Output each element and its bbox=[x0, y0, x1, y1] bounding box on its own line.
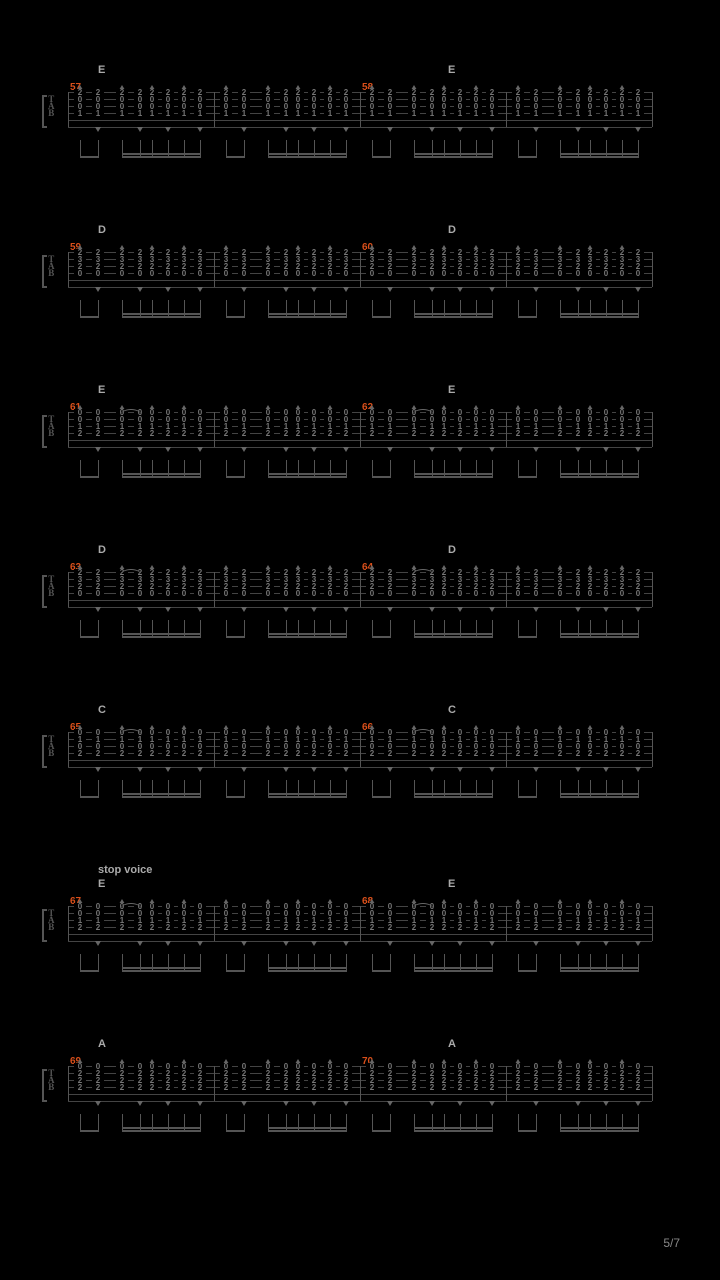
tab-staff: 2001200120012001200120012001200120012001… bbox=[68, 92, 652, 127]
chord-label: D bbox=[98, 224, 106, 236]
tab-staff: 2320232023202320232023202320232023202320… bbox=[68, 572, 652, 607]
annotation-text: stop voice bbox=[98, 864, 152, 876]
tab-clef: TAB bbox=[48, 96, 55, 117]
tab-clef: TAB bbox=[48, 576, 55, 597]
tab-staff: 2320232023202320232023202320232023202320… bbox=[68, 252, 652, 287]
beam-group bbox=[68, 954, 652, 984]
chord-label: C bbox=[98, 704, 106, 716]
beam-group bbox=[68, 140, 652, 170]
tab-system: EEstop voice6768TAB001200120012001200120… bbox=[68, 906, 652, 941]
chord-label: D bbox=[448, 224, 456, 236]
chord-label: A bbox=[98, 1038, 106, 1050]
tab-system: DD6364TAB2320232023202320232023202320232… bbox=[68, 572, 652, 607]
tab-staff: 0102010201020102010201020102010201020102… bbox=[68, 732, 652, 767]
page-number: 5/7 bbox=[663, 1236, 680, 1250]
system-bracket bbox=[42, 415, 47, 448]
system-bracket bbox=[42, 735, 47, 768]
tab-clef: TAB bbox=[48, 416, 55, 437]
system-bracket bbox=[42, 1069, 47, 1102]
chord-label: E bbox=[98, 384, 105, 396]
beam-group bbox=[68, 300, 652, 330]
beam-group bbox=[68, 460, 652, 490]
tab-system: EE5758TAB2001200120012001200120012001200… bbox=[68, 92, 652, 127]
chord-label: E bbox=[448, 384, 455, 396]
system-bracket bbox=[42, 575, 47, 608]
chord-label: E bbox=[448, 64, 455, 76]
chord-label: E bbox=[448, 878, 455, 890]
chord-label: E bbox=[98, 878, 105, 890]
chord-label: E bbox=[98, 64, 105, 76]
tab-system: DD5960TAB2320232023202320232023202320232… bbox=[68, 252, 652, 287]
beam-group bbox=[68, 620, 652, 650]
tab-staff: 0012001200120012001200120012001200120012… bbox=[68, 412, 652, 447]
chord-label: A bbox=[448, 1038, 456, 1050]
chord-label: D bbox=[448, 544, 456, 556]
tab-system: EE6162TAB0012001200120012001200120012001… bbox=[68, 412, 652, 447]
tab-staff: 0222022202220222022202220222022202220222… bbox=[68, 1066, 652, 1101]
tab-clef: TAB bbox=[48, 256, 55, 277]
system-bracket bbox=[42, 95, 47, 128]
chord-label: C bbox=[448, 704, 456, 716]
system-bracket bbox=[42, 909, 47, 942]
tab-staff: 0012001200120012001200120012001200120012… bbox=[68, 906, 652, 941]
chord-label: D bbox=[98, 544, 106, 556]
tab-clef: TAB bbox=[48, 736, 55, 757]
tab-clef: TAB bbox=[48, 910, 55, 931]
tab-clef: TAB bbox=[48, 1070, 55, 1091]
tab-system: AA6970TAB0222022202220222022202220222022… bbox=[68, 1066, 652, 1101]
beam-group bbox=[68, 1114, 652, 1144]
beam-group bbox=[68, 780, 652, 810]
tab-system: CC6566TAB0102010201020102010201020102010… bbox=[68, 732, 652, 767]
system-bracket bbox=[42, 255, 47, 288]
